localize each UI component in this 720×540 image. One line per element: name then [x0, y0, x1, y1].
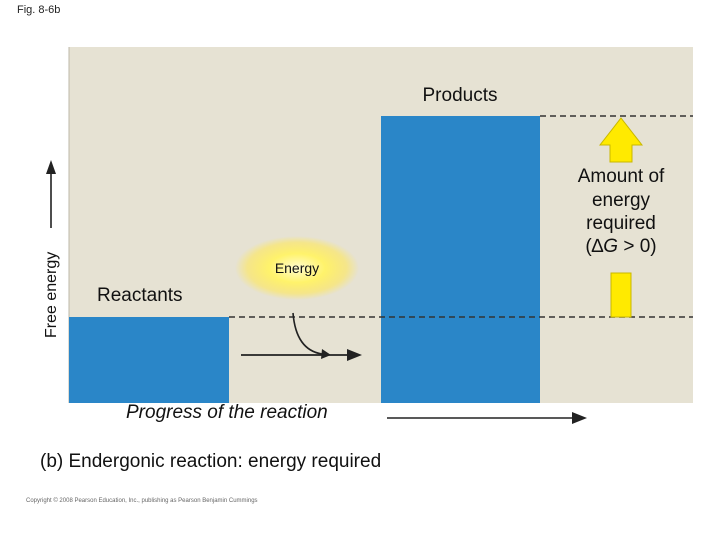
- energy-arrow-head: [598, 117, 644, 163]
- annotation-line-2: energy: [592, 190, 651, 211]
- figure-caption: (b) Endergonic reaction: energy required: [40, 451, 381, 472]
- figure-label: Fig. 8-6b: [17, 4, 61, 16]
- y-axis-label: Free energy: [43, 252, 60, 338]
- products-bar: [381, 116, 540, 403]
- copyright-notice: Copyright © 2008 Pearson Education, Inc.…: [26, 498, 258, 504]
- energy-input-curve-head: [321, 349, 331, 359]
- products-label: Products: [423, 85, 498, 106]
- delta-symbol: ∆: [592, 236, 604, 257]
- reaction-arrow-head: [347, 349, 362, 361]
- x-axis-label: Progress of the reaction: [126, 402, 328, 423]
- annotation-paren-close: > 0): [618, 236, 657, 257]
- annotation-paren-open: (: [585, 236, 592, 257]
- annotation-line-4: (∆G > 0): [585, 236, 656, 257]
- energy-glow: [235, 236, 359, 300]
- energy-required-annotation: Amount of energy required (∆G > 0): [578, 166, 665, 257]
- energy-input-curve: [292, 312, 323, 355]
- energy-label: Energy: [275, 260, 319, 276]
- reactants-bar: [69, 317, 229, 403]
- energy-arrow-tail: [610, 272, 632, 318]
- y-axis-arrow-head: [46, 160, 56, 174]
- gibbs-symbol: G: [603, 236, 618, 257]
- reactants-label: Reactants: [97, 285, 183, 306]
- x-axis-arrow-head: [572, 412, 587, 424]
- annotation-line-1: Amount of: [578, 166, 665, 187]
- annotation-line-3: required: [586, 213, 656, 234]
